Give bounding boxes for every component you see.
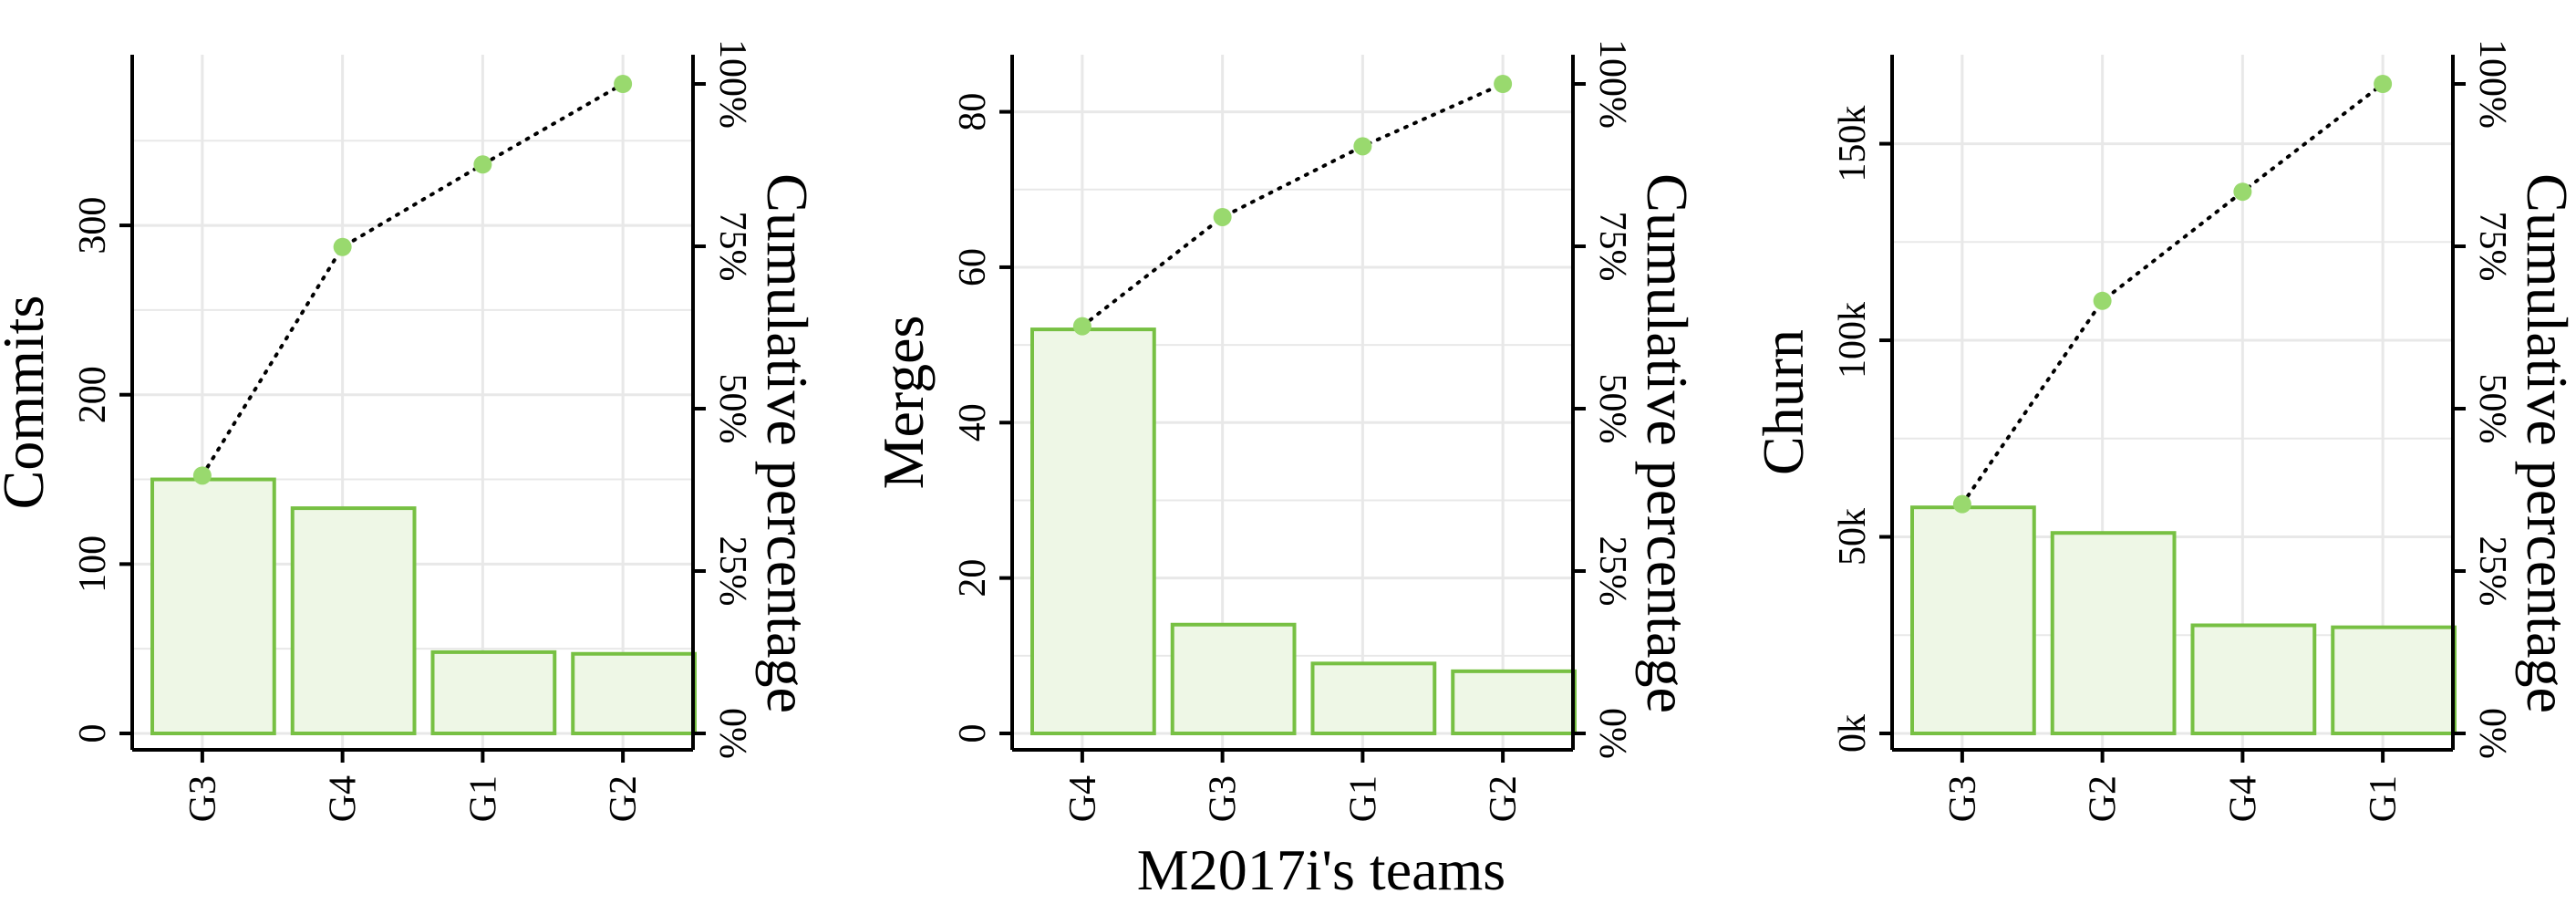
cumulative-point-G2 [614,75,633,93]
y2-tick-label: 75% [2471,212,2513,282]
bar-G3 [1170,622,1297,735]
cumulative-point-G1 [473,155,492,174]
y2-tick-label: 25% [1591,536,1633,607]
y2-tick-label: 100% [711,39,753,129]
y-tick-label: 300 [72,197,114,255]
bar-G3 [150,477,276,735]
bar-G1 [430,649,557,736]
bar-G4 [1030,327,1156,735]
cumulative-point-G4 [333,237,352,256]
x-tick-label: G2 [1483,775,1525,822]
bar-G4 [2190,623,2317,735]
cumulative-point-G1 [1353,137,1372,156]
cumulative-point-G3 [1213,207,1232,226]
y-tick-label: 20 [952,559,994,597]
bar-G2 [2050,531,2177,736]
cumulative-point-G4 [1072,317,1091,336]
y-tick-label: 0 [72,724,114,743]
y-axis-title: Merges [871,316,936,490]
cumulative-point-G4 [2233,182,2252,202]
y2-tick-label: 50% [1591,374,1633,444]
x-tick-label: G3 [182,775,224,822]
y2-tick-label: 75% [711,212,753,282]
x-tick-label: G4 [323,775,365,822]
y2-tick-label: 0% [1591,708,1633,759]
bar-G1 [1310,661,1437,736]
y2-axis-title: Cumulative percentage [1635,173,1700,713]
y-tick-label: 40 [952,403,994,442]
x-axis-title: M2017i's teams [1137,837,1505,902]
y2-tick-label: 100% [2471,39,2513,129]
y-tick-label: 0k [1832,714,1874,753]
y-tick-label: 80 [952,93,994,131]
y2-tick-label: 75% [1591,212,1633,282]
bar-G1 [2331,625,2457,736]
bar-G3 [1910,505,2036,736]
x-tick-label: G2 [2083,775,2125,822]
y-tick-label: 50k [1832,508,1874,566]
cumulative-point-G1 [2374,75,2393,93]
cumulative-point-G2 [1494,75,1513,93]
bar-G4 [290,506,417,735]
y-tick-label: 200 [72,366,114,423]
cumulative-point-G2 [2093,291,2112,310]
y2-tick-label: 25% [711,536,753,607]
x-tick-label: G1 [2363,775,2405,822]
cumulative-line [1960,82,2385,506]
cumulative-point-G3 [192,466,212,485]
panel-3: 0k 50k 100k 150k 0% 25% 50% 75% 100% G3 G2 G4 G1 Chur… [1751,39,2576,822]
x-tick-label: G4 [2222,775,2264,822]
y2-axis-title: Cumulative percentage [2515,173,2576,713]
x-tick-label: G2 [603,775,645,822]
y-tick-label: 0 [952,724,994,743]
y-axis-title: Commits [0,296,56,510]
panel-1: 0 100 200 300 0% 25% 50% 75% 100% G3 G4 G1 G2 Commits… [0,39,820,822]
y2-tick-label: 0% [711,708,753,759]
x-tick-label: G3 [1203,775,1245,822]
cumulative-line [1080,82,1505,328]
bar-G2 [1451,669,1577,735]
y2-tick-label: 50% [2471,374,2513,444]
x-tick-label: G3 [1942,775,1984,822]
x-tick-label: G1 [1342,775,1384,822]
y2-tick-label: 0% [2471,708,2513,759]
x-tick-label: G4 [1062,775,1104,822]
cumulative-point-G3 [1952,494,1971,514]
y-tick-label: 60 [952,248,994,286]
y-axis-title: Churn [1751,329,1816,475]
y-tick-label: 100 [72,535,114,593]
x-tick-label: G1 [462,775,504,822]
y2-tick-label: 100% [1591,39,1633,129]
y-tick-label: 150k [1832,106,1874,182]
bar-G2 [571,651,697,735]
y2-axis-title: Cumulative percentage [755,173,820,713]
y-tick-label: 100k [1832,302,1874,379]
panel-2: 0 20 40 60 80 0% 25% 50% 75% 100% G4 G3 G1 G2 Merges Cu… [871,39,1700,822]
cumulative-line [200,82,626,478]
y2-tick-label: 50% [711,374,753,444]
y2-tick-label: 25% [2471,536,2513,607]
